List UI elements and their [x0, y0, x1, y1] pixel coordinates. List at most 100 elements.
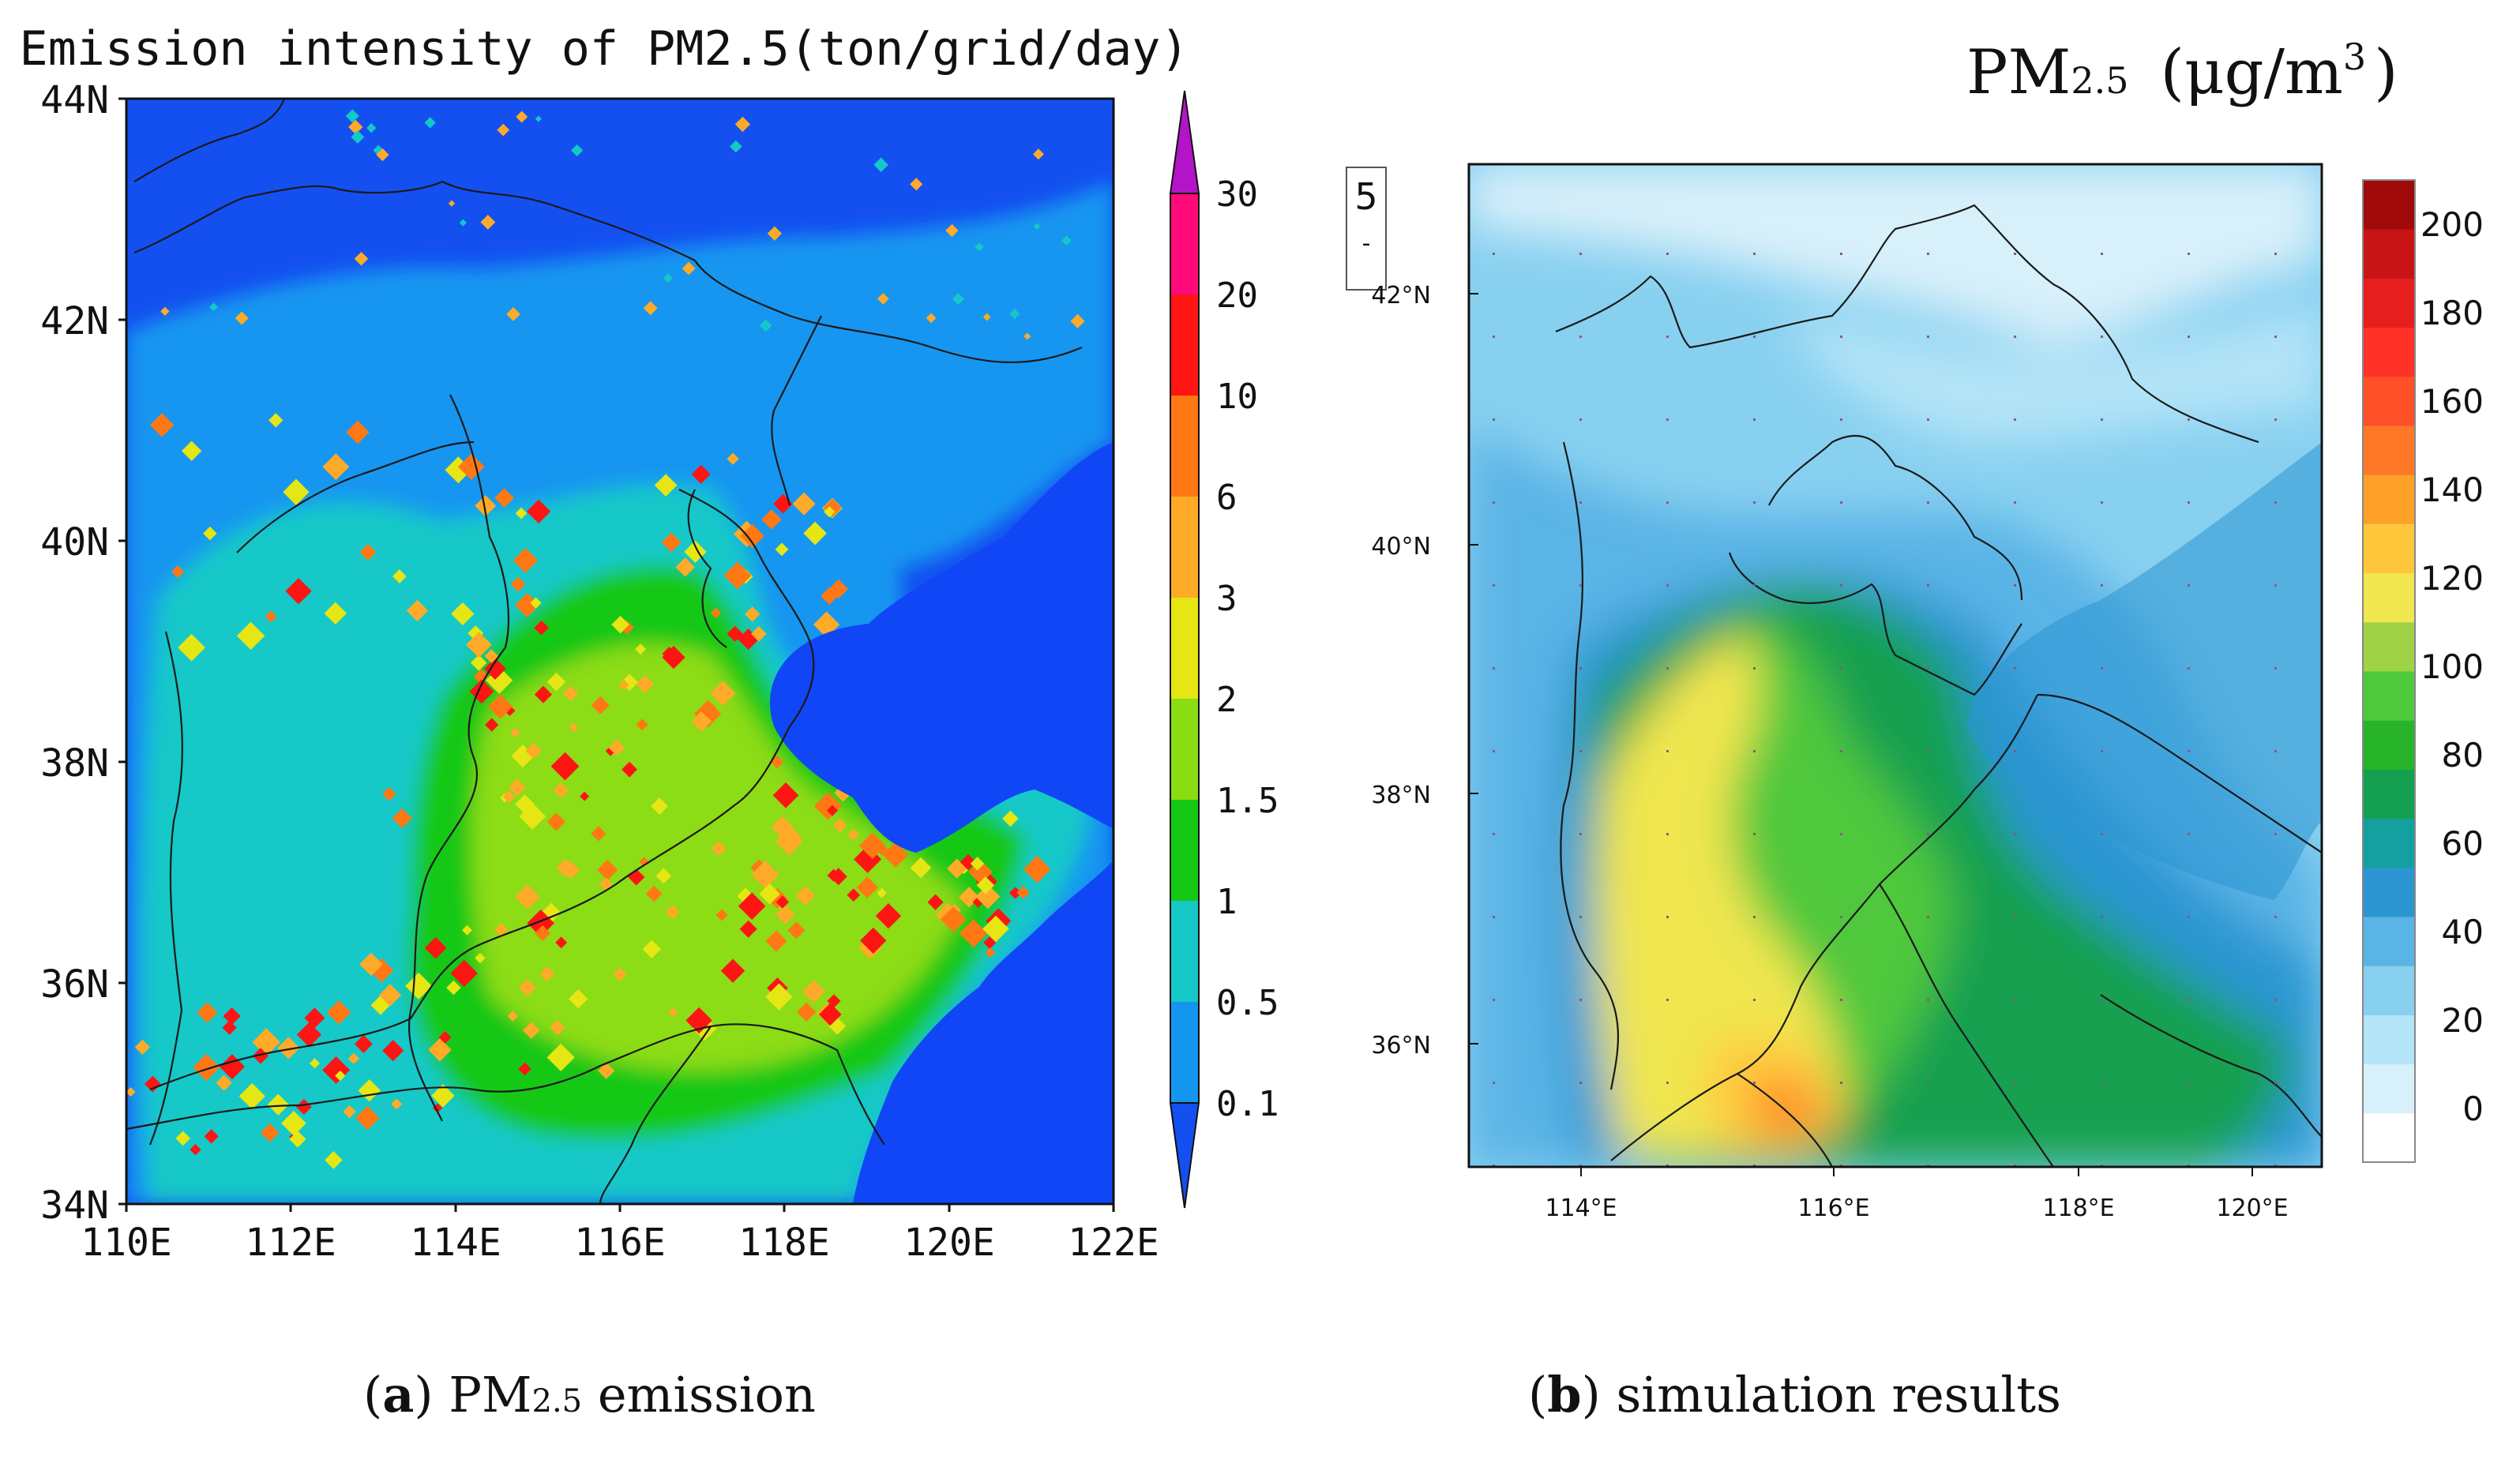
emission-hotspot — [469, 679, 494, 704]
emission-hotspot — [827, 868, 840, 882]
panel-b-title: PM2.5 (μg/m3) — [1966, 36, 2398, 108]
emission-hotspot — [281, 1110, 306, 1136]
grid-mark — [1493, 501, 1495, 504]
grid-mark — [1493, 336, 1495, 338]
colorbar-b-band — [2363, 769, 2415, 820]
grid-mark — [1753, 999, 1756, 1001]
emission-hotspot — [438, 1030, 452, 1044]
colorbar-a-band-10-20 — [1170, 294, 1199, 396]
emission-hotspot — [222, 1020, 237, 1035]
colorbar-b-band — [2363, 621, 2415, 672]
panel-b-colorbar — [2362, 179, 2416, 1163]
emission-hotspot — [668, 1007, 678, 1018]
emission-hotspot — [527, 909, 554, 937]
colorbar-a-label-20: 20 — [1216, 276, 1258, 316]
emission-hotspot — [744, 606, 761, 622]
emission-hotspot — [494, 923, 509, 937]
grid-mark — [1753, 584, 1756, 587]
emission-hotspot — [940, 906, 967, 932]
pm25-level-110 — [1594, 632, 1842, 1157]
emission-hotspot — [727, 625, 743, 643]
emission-hotspot — [203, 526, 217, 541]
lon-label-122e: 122E — [1068, 1221, 1159, 1265]
emission-hotspot — [827, 994, 841, 1008]
colorbar-b-band — [2363, 426, 2415, 475]
grid-marks-b — [1493, 253, 2277, 1167]
grid-mark — [2101, 1082, 2103, 1084]
emission-hotspot — [636, 718, 648, 731]
emission-hotspot — [654, 474, 678, 497]
emission-hotspot — [324, 602, 347, 625]
grid-mark — [2188, 999, 2190, 1001]
emission-hotspot — [406, 599, 429, 622]
grid-mark — [1579, 1082, 1582, 1084]
emission-hotspot — [795, 886, 816, 906]
concentration-map-frame — [1467, 163, 2323, 1168]
emission-hotspot — [546, 672, 566, 692]
grid-mark — [1840, 253, 1842, 255]
emission-hotspot — [975, 883, 1001, 910]
emission-hotspot — [775, 827, 803, 856]
emission-hotspot — [734, 116, 751, 133]
emission-hotspot — [502, 790, 516, 804]
emission-hotspot — [960, 853, 977, 871]
emission-hotspot — [448, 200, 456, 207]
emission-hotspot — [359, 544, 377, 561]
grid-mark — [2101, 584, 2103, 587]
grid-mark — [2188, 667, 2190, 669]
emission-hotspot — [346, 420, 370, 444]
grid-mark — [2014, 999, 2016, 1001]
lon-label-118e: 118E — [738, 1221, 830, 1265]
emission-hotspot — [392, 808, 412, 828]
emission-hotspot — [508, 778, 526, 797]
emission-hotspot — [832, 818, 847, 833]
emission-hotspot — [359, 952, 383, 977]
emission-hotspot — [945, 223, 959, 238]
emission-hotspot — [265, 610, 277, 623]
emission-hotspot — [685, 1007, 712, 1034]
emission-hotspot — [392, 569, 407, 583]
emission-hotspot — [515, 507, 528, 519]
grid-mark — [1840, 750, 1842, 752]
colorbar-b-label-60: 60 — [2442, 824, 2484, 863]
emission-hotspot — [982, 313, 991, 321]
colorbar-b-band — [2363, 474, 2415, 524]
emission-hotspot — [178, 633, 205, 662]
emission-hotspot — [613, 967, 627, 981]
emission-hotspot — [506, 307, 520, 321]
emission-hotspot — [343, 1105, 356, 1119]
colorbar-b-band — [2363, 671, 2415, 721]
grid-mark — [2188, 916, 2190, 918]
colorbar-b-band — [2363, 917, 2415, 966]
colorbar-b-band — [2363, 966, 2415, 1015]
lon-label-b-118e: 118°E — [2042, 1195, 2114, 1222]
emission-hotspot — [510, 576, 526, 592]
emission-hotspot — [484, 658, 506, 680]
colorbar-a-top-arrow — [1169, 90, 1200, 194]
emission-hotspot — [160, 306, 170, 317]
emission-hotspot — [446, 980, 461, 996]
grid-mark — [1927, 833, 1929, 835]
colorbar-b-label-40: 40 — [2442, 913, 2484, 951]
emission-hotspot — [750, 626, 767, 642]
emission-hotspot — [424, 936, 447, 959]
emission-hotspots — [126, 109, 1085, 1169]
emission-hotspot — [665, 905, 680, 919]
vector-reference-box — [1346, 167, 1387, 291]
colorbar-b-band — [2363, 376, 2415, 426]
lon-label-b-116e: 116°E — [1797, 1195, 1869, 1222]
emission-hotspot — [608, 739, 625, 756]
grid-mark — [1927, 667, 1929, 669]
grid-mark — [2274, 750, 2277, 752]
emission-hotspot — [691, 711, 712, 732]
colorbar-b-band — [2363, 327, 2415, 377]
emission-hotspot — [605, 745, 616, 756]
grid-mark — [1493, 253, 1495, 255]
emission-hotspot — [451, 602, 475, 626]
grid-mark — [1927, 253, 1929, 255]
lat-label-40n: 40N — [40, 520, 109, 564]
emission-hotspot — [770, 755, 784, 769]
emission-hotspot — [701, 700, 718, 718]
grid-mark — [1579, 999, 1582, 1001]
emission-hotspot — [975, 242, 984, 252]
